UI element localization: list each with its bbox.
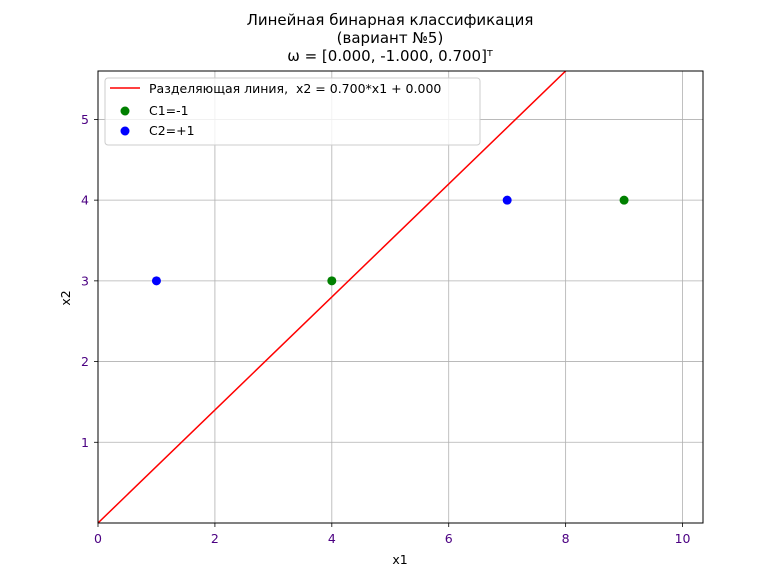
chart-title-line-1: Линейная бинарная классификация [247, 11, 534, 29]
x-tick-label: 4 [328, 531, 336, 546]
x-tick-label: 2 [211, 531, 219, 546]
point-series-1 [619, 195, 629, 205]
legend-swatch-c1 [120, 106, 130, 116]
chart-title-line-2: (вариант №5) [337, 29, 444, 47]
point-series-1 [327, 276, 337, 286]
y-axis-label: x2 [58, 290, 73, 305]
x-tick-label: 10 [675, 531, 691, 546]
y-tick-label: 5 [81, 112, 89, 127]
legend: Разделяющая линия, x2 = 0.700*x1 + 0.000… [104, 77, 481, 146]
legend-label-c2: C2=+1 [149, 123, 195, 138]
point-series-2 [151, 276, 161, 286]
legend-swatch-c2 [120, 126, 130, 136]
point-series-2 [502, 195, 512, 205]
separating-line [98, 71, 567, 523]
x-tick-label: 6 [445, 531, 453, 546]
y-tick-label: 1 [81, 435, 89, 450]
y-tick-label: 2 [81, 354, 89, 369]
plot-frame [97, 70, 704, 524]
legend-box [104, 77, 481, 146]
x-tick-label: 0 [94, 531, 102, 546]
y-tick-label: 4 [81, 193, 89, 208]
legend-label-line: Разделяющая линия, x2 = 0.700*x1 + 0.000 [149, 81, 441, 96]
legend-label-c1: C1=-1 [149, 103, 189, 118]
plot-area [98, 71, 629, 523]
y-tick-label: 3 [81, 273, 89, 288]
x-axis-label: x1 [392, 552, 407, 567]
x-tick-label: 8 [562, 531, 570, 546]
chart-title-line-3: ω = [0.000, -1.000, 0.700]ᵀ [287, 47, 493, 65]
